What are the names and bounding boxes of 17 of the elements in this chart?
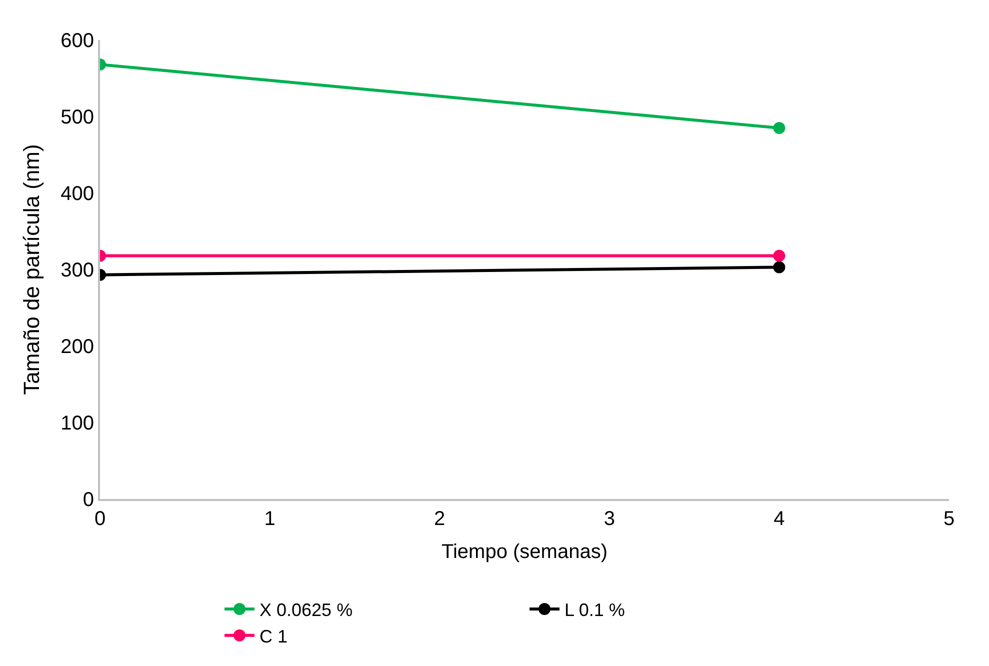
y-tick-label: 200 [60, 336, 94, 358]
legend-label: C 1 [260, 626, 288, 646]
legend-label: X 0.0625 % [260, 600, 353, 620]
y-axis-title: Tamaño de partícula (nm) [18, 144, 44, 395]
y-tick-label: 100 [60, 412, 94, 434]
x-tick-label: 3 [604, 508, 615, 530]
y-tick-label: 500 [60, 106, 94, 128]
x-axis-title: Tiempo (semanas) [442, 541, 608, 563]
y-tick-label: 300 [60, 260, 94, 282]
x-tick-label: 5 [943, 508, 955, 530]
x-tick-label: 2 [434, 508, 446, 530]
legend-label: L 0.1 % [564, 600, 625, 620]
x-tick-label: 1 [264, 508, 276, 530]
y-tick-label: 400 [60, 183, 94, 205]
y-tick-label: 0 [82, 489, 94, 511]
y-tick-label: 600 [60, 30, 94, 52]
x-tick-label: 4 [774, 508, 785, 530]
